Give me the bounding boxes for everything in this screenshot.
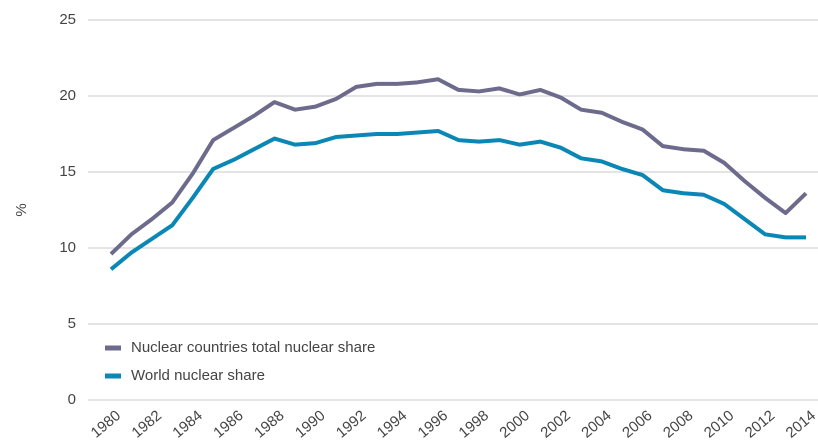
y-tick-label: 15 xyxy=(59,163,76,180)
x-tick-label: 1990 xyxy=(292,407,328,441)
y-tick-label: 5 xyxy=(68,315,76,332)
legend-label: Nuclear countries total nuclear share xyxy=(131,339,375,356)
x-tick-label: 1982 xyxy=(129,407,165,441)
x-tick-label: 1996 xyxy=(415,407,451,441)
x-tick-label: 2010 xyxy=(701,407,737,441)
y-axis-label: % xyxy=(13,203,30,216)
x-tick-label: 1980 xyxy=(88,407,124,441)
y-tick-label: 10 xyxy=(59,239,76,256)
x-tick-label: 2006 xyxy=(619,407,655,441)
x-tick-label: 2012 xyxy=(742,407,778,441)
legend-label: World nuclear share xyxy=(131,367,265,384)
series-line xyxy=(109,128,806,271)
x-tick-label: 1986 xyxy=(210,407,246,441)
y-tick-label: 25 xyxy=(59,11,76,28)
x-tick-label: 1992 xyxy=(333,407,369,441)
series-line xyxy=(109,77,808,256)
x-tick-label: 2004 xyxy=(578,407,614,441)
x-tick-label: 1994 xyxy=(374,407,410,441)
y-tick-label: 20 xyxy=(59,87,76,104)
y-tick-label: 0 xyxy=(68,391,76,408)
x-tick-label: 2008 xyxy=(660,407,696,441)
x-tick-label: 2014 xyxy=(783,407,818,441)
x-tick-label: 1998 xyxy=(456,407,492,441)
x-tick-label: 1984 xyxy=(169,407,205,441)
x-tick-label: 1988 xyxy=(251,407,287,441)
x-tick-label: 2000 xyxy=(496,407,532,441)
x-tick-label: 2002 xyxy=(537,407,573,441)
